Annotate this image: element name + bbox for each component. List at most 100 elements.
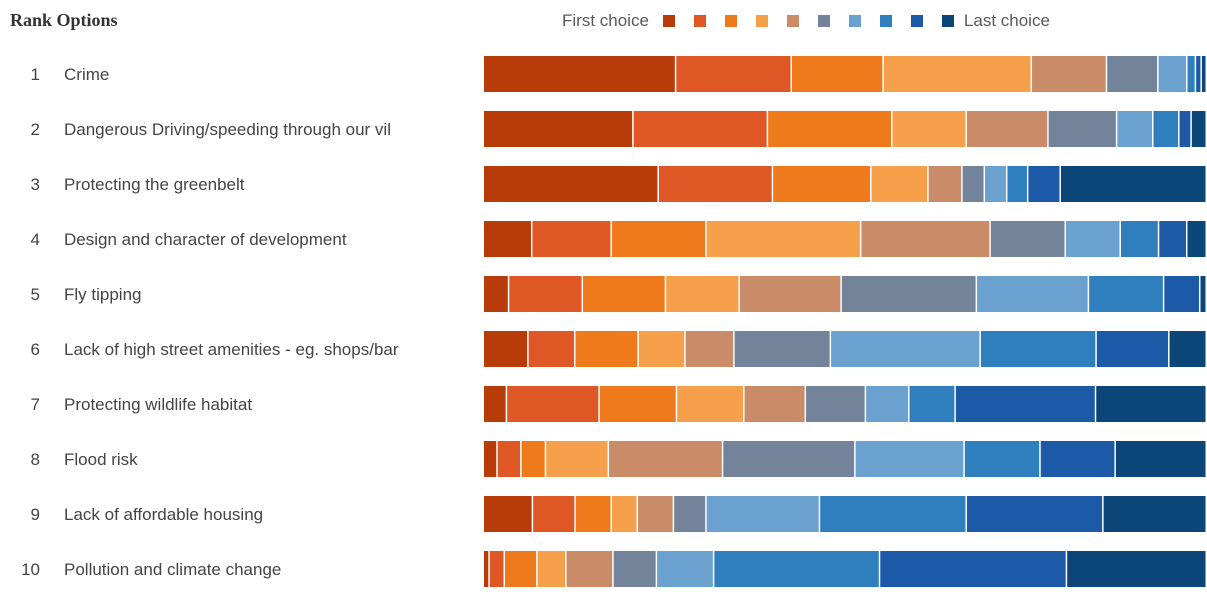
bar-segment [1179,111,1191,147]
bar-segment [1158,56,1186,92]
legend-swatch-10 [941,15,954,27]
bar-segment [1187,56,1195,92]
bar-segment [792,56,883,92]
bar-row [484,496,1206,532]
bar-segment [1187,221,1206,257]
bar-segment [484,551,489,587]
row-label: 3 Protecting the greenbelt [0,157,484,212]
bar-segment [1200,276,1206,312]
bar-segment [962,166,984,202]
legend-swatch-8 [879,15,892,27]
row-rank: 3 [30,174,40,194]
row-label: 7 Protecting wildlife habitat [0,377,484,432]
row-rank: 2 [30,119,40,139]
legend-swatch-7 [848,15,861,27]
row-rank: 4 [30,229,40,249]
bar-segment [666,276,739,312]
bar-segment [484,331,528,367]
bar-segment [985,166,1006,202]
bar-segment [674,496,706,532]
bar-row [484,166,1206,202]
bar-segment [528,331,574,367]
bar-segment [1032,56,1106,92]
row-label: 9 Lack of affordable housing [0,487,484,542]
bar-segment [841,276,976,312]
bar-row [484,331,1206,367]
row-rank: 1 [30,64,40,84]
bar-segment [537,551,566,587]
bar-segment [1067,551,1206,587]
row-name: Lack of high street amenities - eg. shop… [64,339,399,359]
chart-title: Rank Options [10,10,118,30]
legend-swatch-3 [724,15,737,27]
bar-segment [533,496,575,532]
bar-segment [1191,111,1206,147]
row-rank: 5 [30,284,40,304]
bar-segment [892,111,966,147]
bar-segment [532,221,611,257]
legend: First choice Last choice [562,9,1050,33]
legend-last-label: Last choice [963,11,1050,30]
legend-first-label: First choice [562,11,649,30]
bar-segment [638,331,685,367]
row-name: Crime [64,64,110,84]
bar-segment [871,166,928,202]
bar-segment [739,276,841,312]
legend-swatch-9 [910,15,923,27]
legend-swatch-6 [817,15,830,27]
row-name: Protecting wildlife habitat [64,394,253,414]
bar-segment [1159,221,1186,257]
bar-segment [734,331,830,367]
bar-segment [566,551,613,587]
stacked-bar-chart [484,56,1206,587]
bar-segment [706,496,819,532]
bar-segment [723,441,855,477]
row-name: Protecting the greenbelt [64,174,245,194]
bar-segment [980,331,1096,367]
bar-segment [855,441,964,477]
bar-segment [806,386,865,422]
bar-segment [1040,441,1115,477]
bar-segment [583,276,665,312]
bar-segment [658,166,772,202]
bar-segment [484,166,658,202]
bar-segment [677,386,744,422]
bar-segment [484,111,633,147]
bar-segment [1115,441,1206,477]
bar-segment [685,331,734,367]
row-rank: 9 [30,504,40,524]
bar-segment [1066,221,1120,257]
bar-segment [883,56,1031,92]
bar-segment [1201,56,1206,92]
bar-segment [676,56,791,92]
bar-segment [1060,166,1206,202]
bar-segment [1103,496,1206,532]
bar-segment [489,551,504,587]
legend-swatch-1 [662,15,675,27]
row-name: Fly tipping [64,284,142,304]
row-name: Lack of affordable housing [64,504,264,524]
row-label: 1 Crime [0,47,484,102]
row-label: 2 Dangerous Driving/speeding through our … [0,102,484,157]
bar-segment [866,386,909,422]
bar-segment [831,331,980,367]
bar-segment [773,166,871,202]
bar-segment [768,111,891,147]
row-rank: 8 [30,449,40,469]
bar-segment [484,496,532,532]
bar-segment [1089,276,1163,312]
row-rank: 10 [21,559,40,579]
bar-row [484,386,1206,422]
bar-segment [744,386,805,422]
bar-segment [1169,331,1206,367]
bar-row [484,276,1206,312]
bar-row [484,441,1206,477]
bar-segment [964,441,1040,477]
row-label: 4 Design and character of development [0,212,484,267]
legend-swatches [662,15,954,27]
bar-segment [611,221,706,257]
row-name: Flood risk [64,449,138,469]
bar-segment [820,496,966,532]
bar-segment [497,441,521,477]
bar-segment [1096,386,1206,422]
